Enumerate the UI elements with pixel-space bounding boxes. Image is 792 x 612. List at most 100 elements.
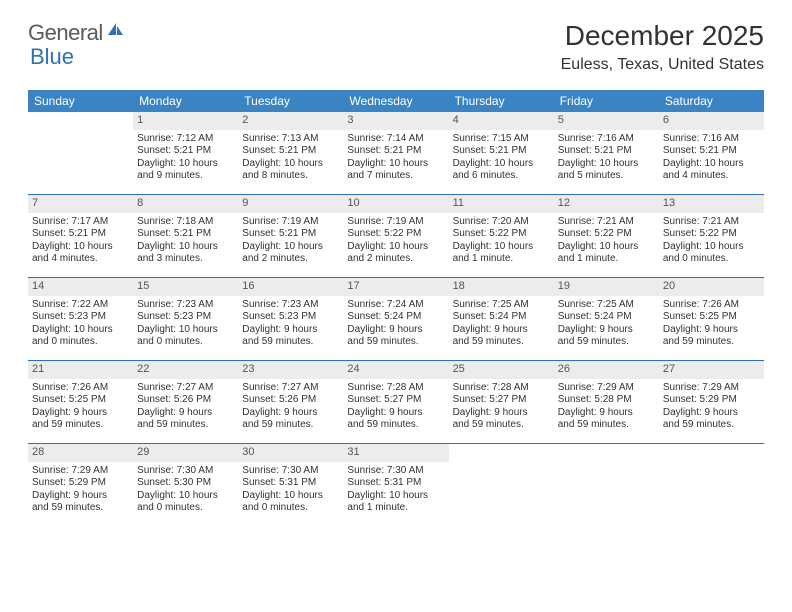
day-line: Sunrise: 7:17 AM [32, 216, 129, 229]
day-cell: 29Sunrise: 7:30 AMSunset: 5:30 PMDayligh… [133, 444, 238, 526]
day-line: Sunrise: 7:12 AM [137, 133, 234, 146]
day-cell: 8Sunrise: 7:18 AMSunset: 5:21 PMDaylight… [133, 195, 238, 277]
week-row: 14Sunrise: 7:22 AMSunset: 5:23 PMDayligh… [28, 278, 764, 361]
day-line: Sunset: 5:25 PM [32, 394, 129, 407]
day-cell: 31Sunrise: 7:30 AMSunset: 5:31 PMDayligh… [343, 444, 448, 526]
weekday-header: Saturday [659, 90, 764, 112]
weekday-header: Wednesday [343, 90, 448, 112]
day-line: and 59 minutes. [558, 419, 655, 432]
day-line: Sunset: 5:27 PM [453, 394, 550, 407]
day-details: Sunrise: 7:19 AMSunset: 5:22 PMDaylight:… [343, 213, 448, 270]
day-details: Sunrise: 7:29 AMSunset: 5:29 PMDaylight:… [659, 379, 764, 436]
day-number: 5 [554, 112, 659, 130]
day-line: Sunrise: 7:28 AM [453, 382, 550, 395]
day-cell: 3Sunrise: 7:14 AMSunset: 5:21 PMDaylight… [343, 112, 448, 194]
day-details: Sunrise: 7:21 AMSunset: 5:22 PMDaylight:… [659, 213, 764, 270]
day-line: Sunrise: 7:25 AM [558, 299, 655, 312]
day-line: Sunset: 5:21 PM [347, 145, 444, 158]
day-cell: 21Sunrise: 7:26 AMSunset: 5:25 PMDayligh… [28, 361, 133, 443]
day-line: Sunrise: 7:23 AM [137, 299, 234, 312]
page-header: General December 2025 Euless, Texas, Uni… [0, 0, 792, 82]
day-details: Sunrise: 7:23 AMSunset: 5:23 PMDaylight:… [133, 296, 238, 353]
day-number: 19 [554, 278, 659, 296]
day-number: 3 [343, 112, 448, 130]
day-details: Sunrise: 7:13 AMSunset: 5:21 PMDaylight:… [238, 130, 343, 187]
calendar-grid: Sunday Monday Tuesday Wednesday Thursday… [28, 90, 764, 526]
day-cell: 12 Sunrise: 7:21 AMSunset: 5:22 PMDayligh… [554, 195, 659, 277]
day-line: Sunrise: 7:25 AM [453, 299, 550, 312]
day-cell: 20Sunrise: 7:26 AMSunset: 5:25 PMDayligh… [659, 278, 764, 360]
day-line: Daylight: 9 hours [558, 407, 655, 420]
day-details: Sunrise: 7:25 AMSunset: 5:24 PMDaylight:… [449, 296, 554, 353]
week-row: 28Sunrise: 7:29 AMSunset: 5:29 PMDayligh… [28, 444, 764, 526]
day-details: Sunrise: 7:17 AMSunset: 5:21 PMDaylight:… [28, 213, 133, 270]
day-line: and 59 minutes. [453, 419, 550, 432]
day-line: Sunrise: 7:28 AM [347, 382, 444, 395]
day-cell: 7Sunrise: 7:17 AMSunset: 5:21 PMDaylight… [28, 195, 133, 277]
day-details: Sunrise: 7:22 AMSunset: 5:23 PMDaylight:… [28, 296, 133, 353]
day-line: Daylight: 9 hours [347, 324, 444, 337]
day-details: Sunrise: 7:29 AMSunset: 5:28 PMDaylight:… [554, 379, 659, 436]
day-cell: 10Sunrise: 7:19 AMSunset: 5:22 PMDayligh… [343, 195, 448, 277]
day-number: 13 [659, 195, 764, 213]
day-line: Sunset: 5:23 PM [32, 311, 129, 324]
day-line: Sunset: 5:24 PM [558, 311, 655, 324]
day-line: Sunset: 5:21 PM [32, 228, 129, 241]
day-line: Daylight: 10 hours [663, 158, 760, 171]
day-details: Sunrise: 7:23 AMSunset: 5:23 PMDaylight:… [238, 296, 343, 353]
day-line: Sunset: 5:30 PM [137, 477, 234, 490]
day-number: 27 [659, 361, 764, 379]
day-line: and 59 minutes. [347, 336, 444, 349]
day-line: Sunset: 5:21 PM [663, 145, 760, 158]
day-details: Sunrise: 7:18 AMSunset: 5:21 PMDaylight:… [133, 213, 238, 270]
day-cell: 13Sunrise: 7:21 AMSunset: 5:22 PMDayligh… [659, 195, 764, 277]
day-details: Sunrise: 7:26 AMSunset: 5:25 PMDaylight:… [659, 296, 764, 353]
day-line: Sunrise: 7:27 AM [242, 382, 339, 395]
week-row: 1Sunrise: 7:12 AMSunset: 5:21 PMDaylight… [28, 112, 764, 195]
day-line: and 0 minutes. [32, 336, 129, 349]
day-number: 22 [133, 361, 238, 379]
weekday-header-row: Sunday Monday Tuesday Wednesday Thursday… [28, 90, 764, 112]
day-number: 29 [133, 444, 238, 462]
day-details: Sunrise: 7:27 AMSunset: 5:26 PMDaylight:… [238, 379, 343, 436]
day-line: Sunset: 5:21 PM [558, 145, 655, 158]
day-number: 16 [238, 278, 343, 296]
day-cell [554, 444, 659, 526]
day-cell: 19 Sunrise: 7:25 AMSunset: 5:24 PMDayligh… [554, 278, 659, 360]
day-details: Sunrise: 7:30 AMSunset: 5:30 PMDaylight:… [133, 462, 238, 519]
day-line: Daylight: 10 hours [137, 490, 234, 503]
day-line: Daylight: 9 hours [558, 324, 655, 337]
day-cell: 24Sunrise: 7:28 AMSunset: 5:27 PMDayligh… [343, 361, 448, 443]
day-details: Sunrise: 7:28 AMSunset: 5:27 PMDaylight:… [449, 379, 554, 436]
day-line: Daylight: 9 hours [453, 324, 550, 337]
day-number: 8 [133, 195, 238, 213]
day-cell: 30Sunrise: 7:30 AMSunset: 5:31 PMDayligh… [238, 444, 343, 526]
day-line: and 59 minutes. [242, 336, 339, 349]
day-line: Sunrise: 7:30 AM [242, 465, 339, 478]
day-line: Sunset: 5:22 PM [558, 228, 655, 241]
day-line: Daylight: 10 hours [137, 241, 234, 254]
day-line: Daylight: 9 hours [663, 324, 760, 337]
day-number: 31 [343, 444, 448, 462]
day-number: 12 [554, 195, 659, 213]
day-cell: 6Sunrise: 7:16 AMSunset: 5:21 PMDaylight… [659, 112, 764, 194]
day-line: Sunrise: 7:24 AM [347, 299, 444, 312]
day-line: Sunset: 5:24 PM [453, 311, 550, 324]
day-line: Sunrise: 7:29 AM [32, 465, 129, 478]
day-line: and 2 minutes. [347, 253, 444, 266]
day-line: Sunset: 5:29 PM [663, 394, 760, 407]
day-line: Sunrise: 7:21 AM [558, 216, 655, 229]
day-line: Sunrise: 7:26 AM [663, 299, 760, 312]
day-line: Daylight: 9 hours [347, 407, 444, 420]
day-cell: 5Sunrise: 7:16 AMSunset: 5:21 PMDaylight… [554, 112, 659, 194]
day-line: Sunrise: 7:19 AM [347, 216, 444, 229]
day-line: and 0 minutes. [137, 502, 234, 515]
day-line: Sunrise: 7:27 AM [137, 382, 234, 395]
day-line: Daylight: 9 hours [453, 407, 550, 420]
day-cell: 1Sunrise: 7:12 AMSunset: 5:21 PMDaylight… [133, 112, 238, 194]
day-details: Sunrise: 7:14 AMSunset: 5:21 PMDaylight:… [343, 130, 448, 187]
day-line: Sunrise: 7:18 AM [137, 216, 234, 229]
day-line: Sunset: 5:21 PM [137, 228, 234, 241]
day-line: Sunset: 5:31 PM [347, 477, 444, 490]
day-line: Daylight: 10 hours [558, 241, 655, 254]
